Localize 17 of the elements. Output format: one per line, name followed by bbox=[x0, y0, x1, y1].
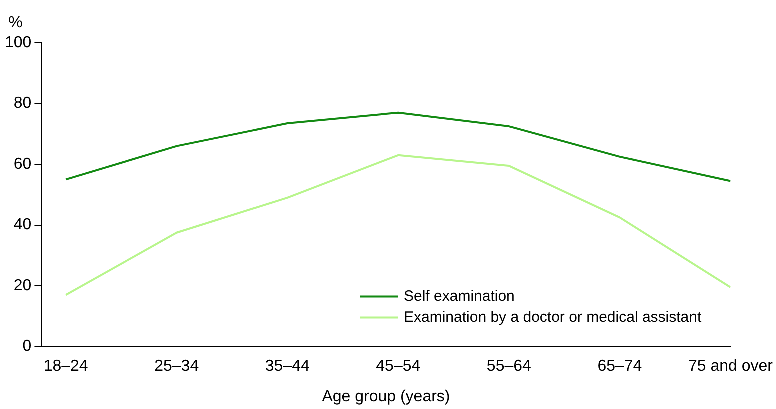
y-tick-label: 60 bbox=[14, 156, 32, 173]
y-tick-label: 0 bbox=[22, 338, 32, 356]
y-tick-label: 20 bbox=[14, 277, 32, 294]
legend-label: Examination by a doctor or medical assistant bbox=[404, 308, 702, 326]
x-tick-label: 75 and over bbox=[688, 358, 774, 375]
y-axis-title: % bbox=[8, 14, 23, 32]
x-tick-label: 55–64 bbox=[486, 358, 532, 375]
x-tick-label: 65–74 bbox=[598, 358, 642, 375]
legend-label: Self examination bbox=[404, 288, 515, 305]
x-axis-title: Age group (years) bbox=[322, 388, 450, 406]
y-tick-label: 80 bbox=[14, 95, 32, 112]
x-tick-label: 45–54 bbox=[376, 358, 421, 375]
y-tick-label: 40 bbox=[14, 216, 32, 234]
x-tick-label: 35–44 bbox=[265, 358, 310, 375]
x-tick-label: 18–24 bbox=[44, 358, 88, 375]
x-tick-label: 25–34 bbox=[154, 358, 200, 375]
y-tick-label: 100 bbox=[4, 34, 32, 52]
